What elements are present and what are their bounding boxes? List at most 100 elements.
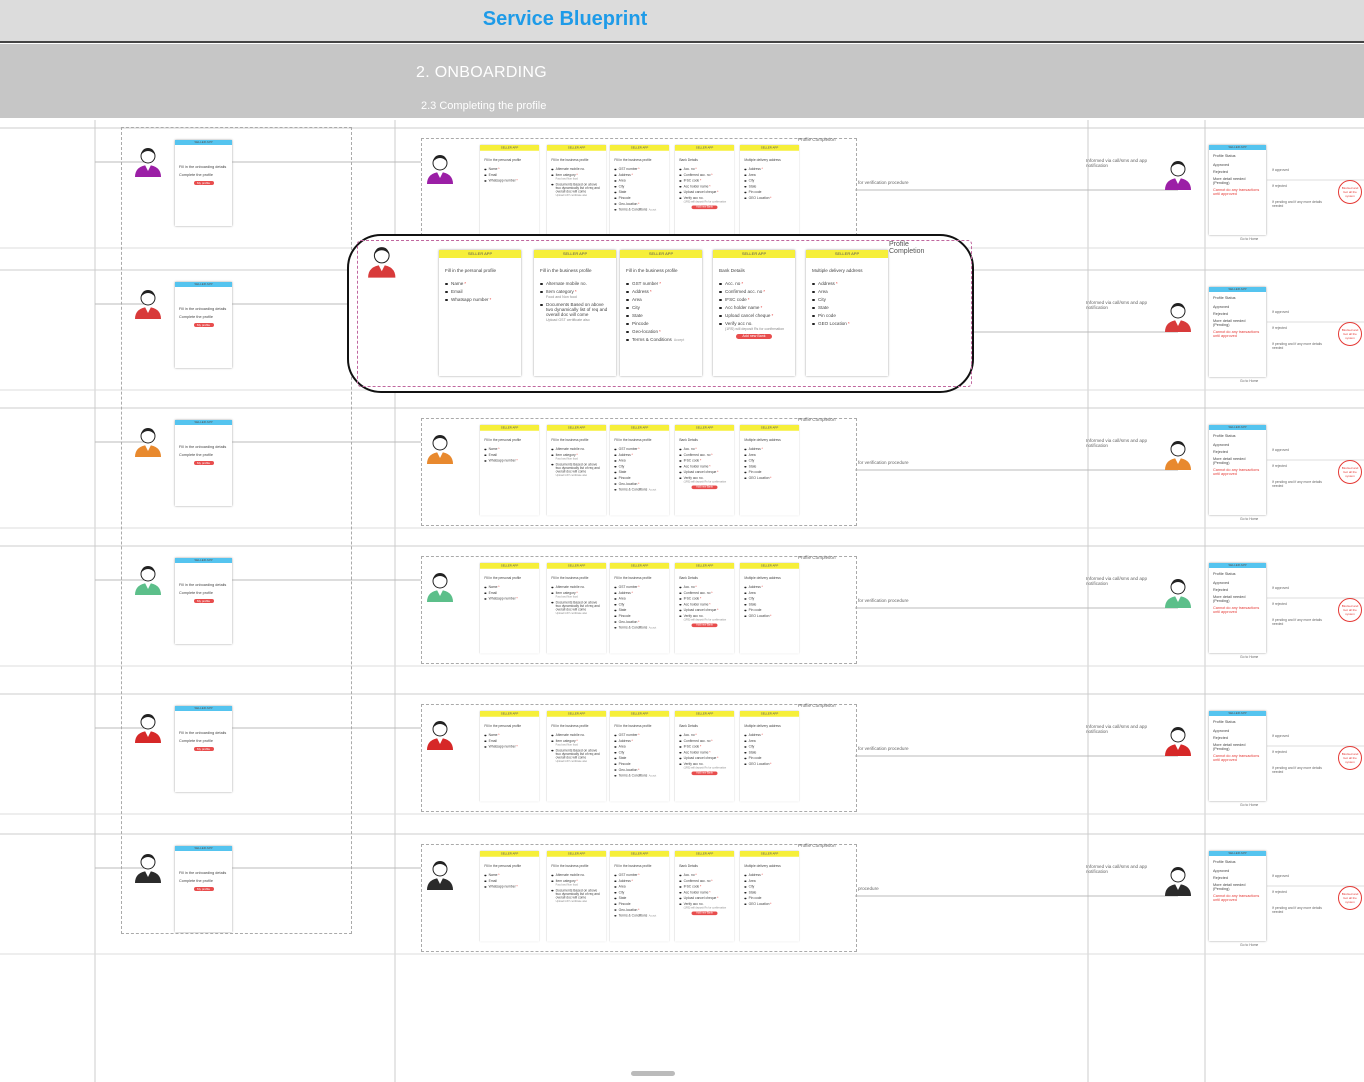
item-text: City (618, 464, 625, 469)
start-card: SELLER APP Fill in the onboarding details… (175, 846, 232, 932)
status-item: Approved (1213, 163, 1230, 167)
avatar-figure (427, 435, 453, 464)
scrollbar[interactable] (631, 1071, 675, 1076)
item-text: State (618, 608, 627, 612)
row-label: Profile Completion (798, 417, 836, 422)
item-text: GST number (618, 167, 638, 171)
avatar (1163, 300, 1193, 332)
card-item: City (614, 464, 664, 469)
avatar-hair (433, 155, 447, 162)
status-annotation: If pending and if any more details neede… (1272, 766, 1322, 774)
card-button: Add new Bank (691, 485, 718, 490)
item-text: Pin code (818, 313, 836, 318)
card-item: State (614, 756, 664, 760)
avatar-figure (1165, 579, 1191, 608)
item-text: GST number (618, 873, 638, 877)
card-tag: SELLER APP (610, 425, 670, 431)
card-tag: SELLER APP (175, 140, 232, 145)
card-heading: Multiple delivery address (744, 863, 781, 868)
required-mark: * (717, 756, 719, 760)
seller-card: SELLER APP Multiple delivery address Addre… (806, 250, 888, 376)
card-heading: Bank Details (679, 157, 698, 162)
checkbox-label: Accept (648, 774, 657, 778)
card-text: Fill in the onboarding details (179, 307, 227, 311)
required-mark: * (649, 289, 652, 294)
card-heading: Fill in the business profile (614, 723, 652, 728)
item-text: Email (488, 591, 497, 595)
seller-card: SELLER APP Multiple delivery address Addre… (740, 563, 800, 654)
card-item: Confirmed acc. no* (719, 289, 789, 294)
card-item: Acc. no* (679, 733, 729, 737)
card-item: Terms & ConditionsAccept (614, 488, 664, 491)
item-text: Alternate mobile no. (546, 281, 587, 286)
zoom-label: Profile Completion (889, 241, 925, 255)
card-button: Add new Bank (736, 334, 772, 339)
status-item: Rejected (1213, 588, 1228, 592)
required-mark: * (711, 591, 713, 595)
item-text: IFSC code (683, 744, 700, 749)
card-item: Area (744, 173, 794, 177)
required-mark: * (576, 453, 578, 457)
card-tag: SELLER APP (480, 851, 540, 857)
status-footer: Go to Home (1240, 517, 1259, 521)
seller-card: SELLER APP Fill in the business profile GS… (620, 250, 702, 376)
avatar (425, 152, 455, 184)
card-item: IFSC code* (679, 744, 729, 749)
item-text: Upload cancel cheque (683, 470, 717, 474)
required-mark: * (574, 289, 577, 294)
seller-card: SELLER APP Fill in the business profile GS… (610, 563, 670, 654)
item-text: Whatsapp number (488, 596, 516, 601)
required-mark: * (638, 481, 640, 486)
required-mark: * (638, 201, 640, 206)
required-mark: * (763, 289, 766, 294)
card-tag: SELLER APP (1209, 145, 1266, 150)
card-item: Geo-location* (614, 481, 664, 486)
required-mark: * (717, 190, 719, 194)
item-text: GEO Location (748, 196, 770, 200)
avatar-collar (1175, 458, 1181, 464)
required-mark: * (576, 591, 578, 595)
card-item: Address* (744, 167, 794, 171)
card-item: Area (812, 289, 882, 294)
card-item: Address* (614, 879, 664, 883)
card-item: Name* (484, 585, 534, 589)
blocked-circle: Blocked and Got all the system (1338, 746, 1362, 770)
avatar (425, 432, 455, 464)
required-mark: * (631, 879, 633, 883)
avatar (425, 570, 455, 602)
seller-card: SELLER APP Fill in the business profile GS… (610, 851, 670, 942)
card-tag: SELLER APP (740, 563, 800, 569)
card-item: Item category*Food and Non food (551, 591, 601, 598)
card-heading: Fill in the personal profile (484, 863, 522, 868)
status-card: SELLER APP Profile Status Approved Rejected… (1209, 425, 1266, 515)
item-note: Upload GST certificate also (555, 759, 588, 763)
card-item: IFSC code* (679, 597, 729, 600)
card-item: City (744, 459, 794, 462)
card-button: Add new Bank (691, 771, 718, 776)
avatar-figure (135, 428, 161, 457)
item-text: Address (618, 739, 631, 743)
card-item: Documents Based on above two dynamically… (551, 182, 601, 197)
avatar (1163, 158, 1193, 190)
card-item: Name* (484, 733, 534, 737)
item-text: Acc. no (725, 281, 741, 286)
item-text: IFSC code (683, 458, 700, 463)
row-note: procedure (858, 886, 879, 891)
item-text: Address (632, 289, 649, 294)
item-text: IFSC code (683, 178, 700, 183)
item-text: Geo-location (618, 767, 638, 772)
item-text: Area (748, 879, 756, 883)
item-text: Pin code (748, 470, 762, 474)
profile-box (421, 556, 857, 664)
card-text: Fill in the onboarding details (179, 871, 227, 875)
card-item: Item category*Food and Non food (551, 879, 601, 886)
item-text: Name (488, 167, 498, 171)
card-item: Pin code (812, 313, 882, 318)
card-item: State (744, 891, 794, 894)
item-text: Alternate mobile no. (555, 167, 586, 171)
item-text: City (748, 884, 755, 889)
